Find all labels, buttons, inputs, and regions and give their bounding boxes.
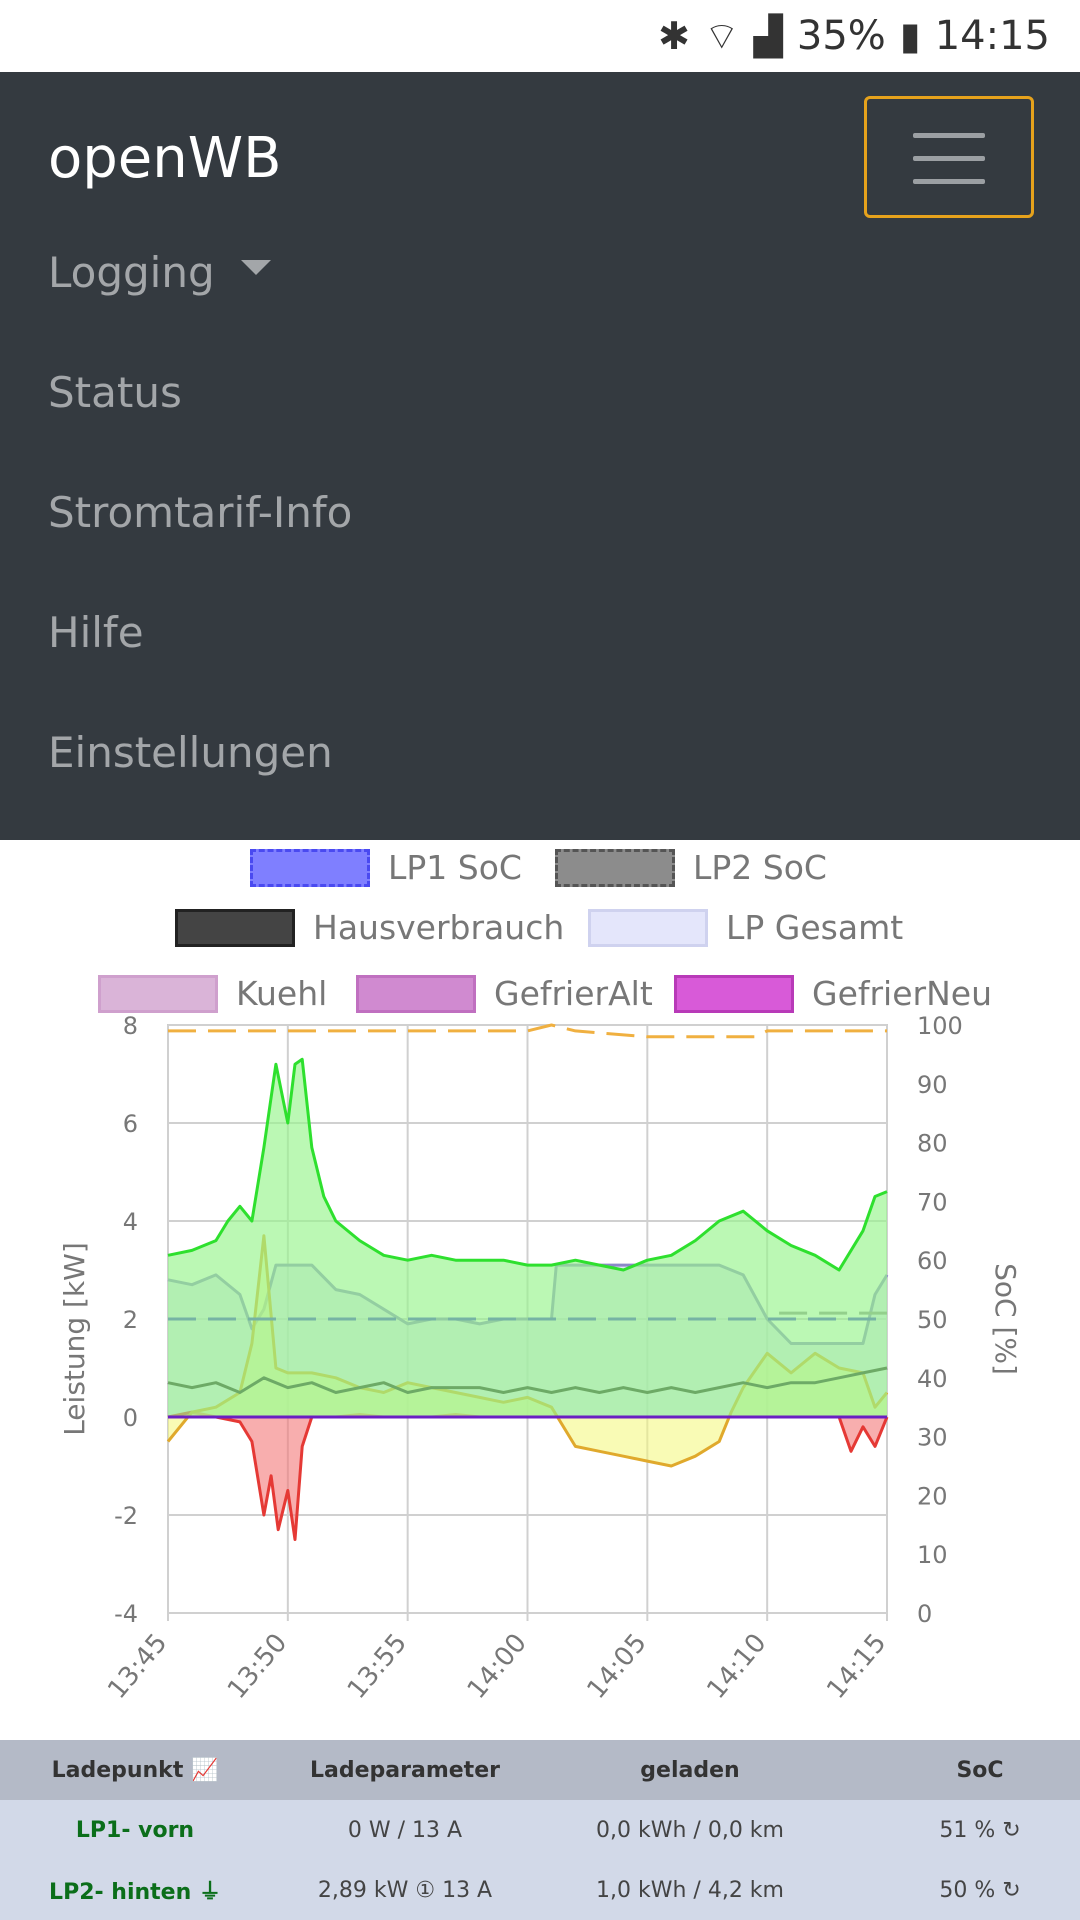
legend-label: Hausverbrauch [313, 908, 565, 947]
x-tick-label: 13:55 [342, 1628, 413, 1705]
y2-tick-label: 100 [917, 1012, 963, 1040]
nav-item-label: Logging [48, 248, 215, 297]
battery-icon: ▮ [899, 14, 921, 58]
table-header: Ladepunkt 📈 Ladeparameter geladen SoC [0, 1740, 1080, 1800]
status-bar: ✱ ⌔ ▟ 35% ▮ 14:15 [0, 0, 1080, 72]
legend-swatch [250, 848, 370, 887]
legend-item-lp1-soc[interactable]: LP1 SoC [250, 848, 522, 887]
x-tick-label: 13:50 [222, 1628, 293, 1705]
battery-percent: 35% [796, 13, 886, 59]
legend-item-hausverbrauch[interactable]: Hausverbrauch [175, 908, 564, 947]
lp2-soc[interactable]: 50 % ↻ [939, 1877, 1021, 1903]
nav-item-hilfe[interactable]: Hilfe [48, 608, 144, 657]
legend-swatch [588, 908, 708, 947]
y-tick-label: 2 [123, 1306, 138, 1334]
x-tick-label: 13:45 [102, 1628, 173, 1705]
table-row: LP2- hinten ⏚ 2,89 kW ① 13 A 1,0 kWh / 4… [0, 1860, 1080, 1920]
lp1-name[interactable]: LP1- vorn [75, 1817, 195, 1843]
chart-line-icon: 📈 [191, 1757, 219, 1783]
x-tick-label: 14:00 [462, 1628, 533, 1705]
nav-item-stromtarif-info[interactable]: Stromtarif-Info [48, 488, 353, 537]
y2-tick-label: 80 [917, 1130, 948, 1158]
clock: 14:15 [934, 13, 1050, 59]
x-tick-label: 14:10 [701, 1628, 772, 1705]
bluetooth-icon: ✱ [658, 14, 690, 58]
y-tick-label: 0 [123, 1404, 138, 1432]
y-tick-label: 4 [123, 1208, 138, 1236]
series-line-gesamtleistung [167, 1057, 888, 1272]
legend-item-gefrierneu[interactable]: GefrierNeu [674, 974, 992, 1013]
brand-logo[interactable]: openWB [48, 126, 282, 191]
table-row: LP1- vorn 0 W / 13 A 0,0 kWh / 0,0 km 51… [0, 1800, 1080, 1860]
legend-item-lp2-soc[interactable]: LP2 SoC [555, 848, 827, 887]
hamburger-icon [913, 133, 985, 184]
y2-tick-label: 70 [917, 1188, 948, 1216]
y-tick-label: 8 [123, 1012, 138, 1040]
legend-label: Kuehl [236, 974, 328, 1013]
y2-tick-label: 20 [917, 1482, 948, 1510]
legend-label: GefrierNeu [812, 974, 993, 1013]
lp1-param: 0 W / 13 A [347, 1817, 463, 1843]
nav-item-logging[interactable]: Logging [48, 248, 271, 297]
x-tick-label: 14:15 [821, 1628, 892, 1705]
nav-item-status[interactable]: Status [48, 368, 182, 417]
legend-item-gefrieralt[interactable]: GefrierAlt [356, 974, 653, 1013]
wifi-icon: ⌔ [703, 14, 740, 58]
legend-swatch [555, 848, 675, 887]
lp2-param: 2,89 kW ① 13 A [317, 1877, 493, 1903]
header-ladepunkt[interactable]: Ladepunkt 📈 [51, 1757, 219, 1783]
y2-tick-label: 30 [917, 1424, 948, 1452]
y2-axis-label: SoC [%] [989, 1263, 1022, 1375]
y2-tick-label: 50 [917, 1306, 948, 1334]
y-tick-label: 6 [123, 1110, 138, 1138]
navbar: openWB Logging Status Stromtarif-Info Hi… [0, 72, 1080, 840]
y-axis-label: Leistung [kW] [58, 1242, 91, 1436]
legend-swatch [356, 974, 476, 1013]
legend-label: GefrierAlt [494, 974, 653, 1013]
signal-icon: ▟ [753, 14, 783, 58]
legend-label: LP1 SoC [388, 848, 522, 887]
lp1-soc[interactable]: 51 % ↻ [939, 1817, 1021, 1843]
y2-tick-label: 10 [917, 1541, 948, 1569]
legend-swatch [98, 974, 218, 1013]
chart-area: 8 6 4 2 0 -2 -4 100 90 80 70 60 50 40 30 20 10 0 13:45 13:5… [0, 840, 1080, 1740]
lp1-charged: 0,0 kWh / 0,0 km [596, 1817, 784, 1843]
series-line-speicher-soc [168, 1023, 887, 1039]
y2-tick-label: 60 [917, 1247, 948, 1275]
legend-item-lp-gesamt[interactable]: LP Gesamt [588, 908, 903, 947]
navbar-toggle-button[interactable] [864, 96, 1034, 218]
legend-item-kuehl[interactable]: Kuehl [98, 974, 327, 1013]
refresh-icon[interactable]: ↻ [1002, 1817, 1021, 1843]
legend-label: LP Gesamt [726, 908, 904, 947]
refresh-icon[interactable]: ↻ [1002, 1877, 1021, 1903]
y-tick-label: -2 [114, 1502, 138, 1530]
header-geladen: geladen [640, 1757, 740, 1783]
legend-swatch [175, 908, 295, 947]
header-ladeparameter: Ladeparameter [310, 1757, 500, 1783]
nav-item-einstellungen[interactable]: Einstellungen [48, 728, 333, 777]
legend-swatch [674, 974, 794, 1013]
x-tick-label: 14:05 [582, 1628, 653, 1705]
plug-icon: ⏚ [198, 1880, 221, 1905]
lp2-name[interactable]: LP2- hinten ⏚ [49, 1880, 221, 1905]
header-soc: SoC [956, 1757, 1004, 1783]
chart-legend: LP1 SoC LP2 SoC Hausverbrauch LP Gesamt Kueh… [0, 840, 1080, 1013]
legend-label: LP2 SoC [693, 848, 827, 887]
lp2-charged: 1,0 kWh / 4,2 km [596, 1877, 784, 1903]
y2-tick-label: 90 [917, 1071, 948, 1099]
caret-down-icon [240, 260, 271, 275]
y2-tick-label: 40 [917, 1365, 948, 1393]
y-tick-label: -4 [114, 1600, 138, 1628]
ladepunkt-table: Ladepunkt 📈 Ladeparameter geladen SoC LP… [0, 1740, 1080, 1920]
y2-tick-label: 0 [917, 1600, 932, 1628]
series-area-gesamtleistung [168, 1059, 887, 1417]
